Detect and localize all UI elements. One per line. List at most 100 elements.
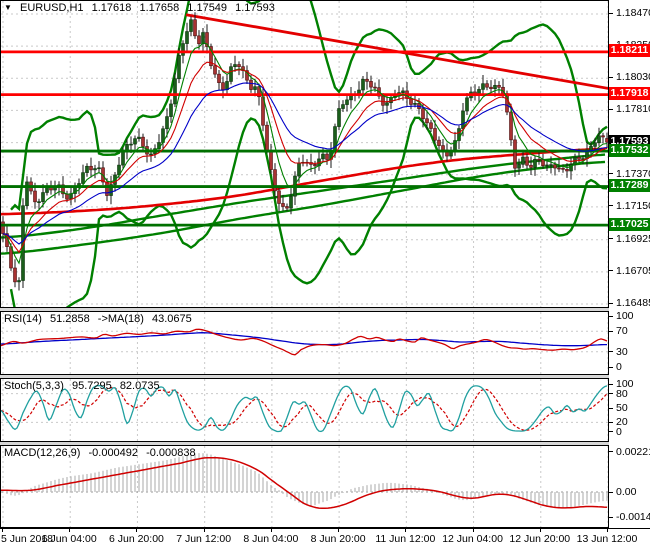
axis-tick xyxy=(609,108,613,110)
candle-bear xyxy=(221,82,225,91)
candle-bull xyxy=(229,66,233,82)
rsi-chart[interactable] xyxy=(1,312,608,374)
candle-bull xyxy=(41,192,45,202)
candle-bear xyxy=(537,158,541,161)
candle-bear xyxy=(13,267,17,283)
symbol-dropdown-icon[interactable]: ▼ xyxy=(4,3,12,12)
candle-bear xyxy=(565,169,569,172)
candle-bear xyxy=(33,190,37,203)
candle-bull xyxy=(289,195,293,209)
candle-bull xyxy=(129,143,133,146)
ohlc-open: 1.17618 xyxy=(91,2,132,14)
candle-bear xyxy=(421,108,425,120)
price-label: 0 xyxy=(616,361,622,373)
time-tick xyxy=(136,529,138,532)
stoch-d-line xyxy=(1,386,608,431)
pane-splitter[interactable] xyxy=(0,308,650,311)
main-chart-pane[interactable]: ▼ EURUSD,H1 1.17618 1.17658 1.17549 1.17… xyxy=(0,0,609,308)
candle-bear xyxy=(281,203,285,207)
stoch-d-value: 82.0735 xyxy=(119,380,160,392)
stochastic-chart[interactable] xyxy=(1,379,608,441)
candle-bear xyxy=(433,128,437,141)
stochastic-header: Stoch(5,3,3) 95.7295 82.0735 xyxy=(4,380,165,392)
candle-bear xyxy=(205,32,209,47)
candle-bear xyxy=(369,81,373,88)
time-axis[interactable]: 5 Jun 2018 6 Jun 04:00 6 Jun 20:00 7 Jun 12… xyxy=(0,528,650,550)
candle-bull xyxy=(385,102,389,106)
candle-bear xyxy=(489,86,493,90)
rsi-ma-value: 43.0675 xyxy=(152,313,192,325)
candle-bull xyxy=(517,164,521,169)
candle-bear xyxy=(553,164,557,169)
macd-signal-value: -0.000838 xyxy=(146,447,196,459)
candle-bear xyxy=(313,164,317,167)
stochastic-pane[interactable]: Stoch(5,3,3) 95.7295 82.0735 xyxy=(0,378,609,442)
time-label: 8 Jun 20:00 xyxy=(310,533,366,545)
pane-splitter[interactable] xyxy=(0,442,650,445)
candle-bear xyxy=(213,65,217,75)
candle-bear xyxy=(605,138,608,143)
time-tick xyxy=(338,529,340,532)
time-tick xyxy=(607,529,608,532)
candlestick-chart[interactable] xyxy=(1,1,608,307)
axis-tick xyxy=(609,12,613,14)
price-label: 1.17810 xyxy=(616,103,650,116)
candle-bull xyxy=(25,181,29,207)
candle-bear xyxy=(249,79,253,90)
price-label: 1.16705 xyxy=(616,264,650,277)
time-label: 12 Jun 04:00 xyxy=(442,533,503,545)
axis-tick xyxy=(609,491,613,493)
time-tick xyxy=(539,529,541,532)
time-tick xyxy=(2,529,3,532)
rsi-ma-line xyxy=(1,332,607,347)
rsi-ma-label: ->MA(18) xyxy=(97,313,144,325)
macd-chart[interactable] xyxy=(1,446,608,527)
candle-bear xyxy=(61,184,65,195)
candle-bear xyxy=(141,136,145,147)
price-label: 100 xyxy=(616,310,634,322)
candle-bull xyxy=(569,164,573,172)
candle-bear xyxy=(561,168,565,170)
macd-pane[interactable]: MACD(12,26,9) -0.000492 -0.000838 xyxy=(0,445,609,528)
axis-tick xyxy=(609,383,613,385)
pane-splitter[interactable] xyxy=(0,375,650,378)
candle-bear xyxy=(273,169,277,192)
price-badge-red: 1.18211 xyxy=(609,44,650,58)
price-badge-green: 1.17025 xyxy=(609,217,650,231)
time-tick xyxy=(472,529,474,532)
bollinger-lower-band xyxy=(9,116,608,307)
price-label: 0.00 xyxy=(616,486,637,498)
candle-bull xyxy=(337,108,341,127)
rsi-pane[interactable]: RSI(14) 51.2858 ->MA(18) 43.0675 xyxy=(0,311,609,375)
candle-bear xyxy=(557,167,561,170)
axis-tick xyxy=(609,302,613,304)
axis-tick xyxy=(609,330,613,332)
axis-tick xyxy=(609,366,613,368)
price-axis[interactable]: 1.184701.182501.180301.178101.173701.171… xyxy=(609,0,650,528)
candle-bull xyxy=(493,85,497,90)
price-badge-red: 1.17918 xyxy=(609,87,650,101)
bollinger-upper-band xyxy=(10,1,608,212)
candle-bear xyxy=(437,139,441,146)
price-label: 50 xyxy=(616,402,628,414)
ohlc-high: 1.17658 xyxy=(139,2,180,14)
candle-bull xyxy=(185,31,189,44)
price-label: 1.16485 xyxy=(616,297,650,309)
candle-bear xyxy=(441,145,445,151)
candle-bull xyxy=(465,97,469,112)
price-label: 1.18470 xyxy=(616,7,650,19)
candle-bear xyxy=(365,78,369,82)
candle-bull xyxy=(85,165,89,173)
candle-bull xyxy=(457,128,461,141)
ascending-red-ma xyxy=(1,147,606,216)
price-label: 80 xyxy=(616,387,628,400)
candle-bull xyxy=(93,168,97,171)
candle-bull xyxy=(37,201,41,203)
time-label: 11 Jun 12:00 xyxy=(375,533,436,545)
candle-bear xyxy=(325,153,329,160)
ohlc-low: 1.17549 xyxy=(187,2,228,14)
candle-bull xyxy=(589,146,593,151)
candle-bear xyxy=(209,46,213,67)
candle-bull xyxy=(165,116,169,130)
